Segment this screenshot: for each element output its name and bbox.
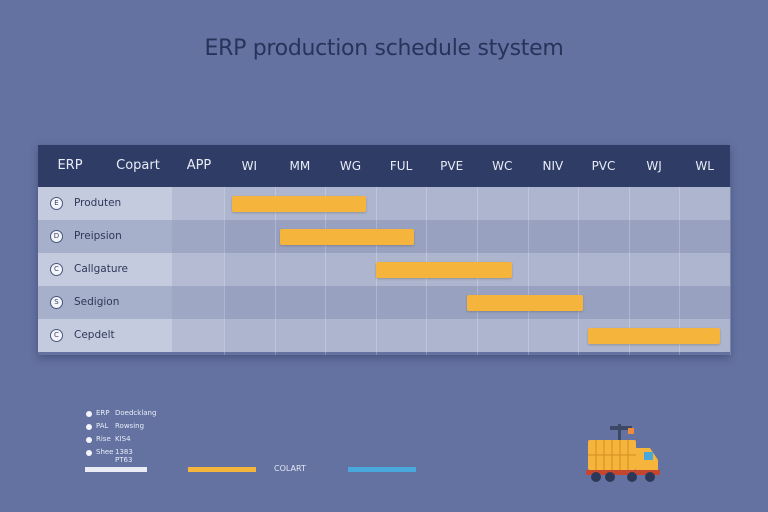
progress-strip-blue xyxy=(348,467,416,472)
row-label: Cepdelt xyxy=(74,329,115,341)
schedule-row[interactable]: D Preipsion xyxy=(38,220,730,253)
schedule-row[interactable]: S Sedigion xyxy=(38,286,730,319)
row-radio-icon[interactable]: C xyxy=(50,263,63,276)
schedule-row[interactable]: E Produten xyxy=(38,187,730,220)
grid-divider xyxy=(679,187,681,355)
grid-divider xyxy=(325,187,327,355)
header-period[interactable]: WI xyxy=(241,159,257,173)
legend-dot-icon xyxy=(86,411,92,417)
header-app[interactable]: APP xyxy=(186,158,212,173)
grid-divider xyxy=(527,187,529,355)
schedule-row[interactable]: C Cepdelt xyxy=(38,319,730,352)
header-copart[interactable]: Copart xyxy=(116,158,160,173)
header-period[interactable]: PVC xyxy=(591,159,616,173)
header-period[interactable]: WG xyxy=(339,159,362,173)
row-radio-icon[interactable]: D xyxy=(50,230,63,243)
header-erp[interactable]: ERP xyxy=(57,158,83,173)
row-label: Callgature xyxy=(74,263,129,275)
strip-label: COLART xyxy=(274,464,306,473)
row-radio-icon[interactable]: C xyxy=(50,329,63,342)
row-radio-icon[interactable]: E xyxy=(50,197,63,210)
row-radio-icon[interactable]: S xyxy=(50,296,63,309)
grid-divider xyxy=(274,187,276,355)
legend-dot-icon xyxy=(86,424,92,430)
row-label: Sedigion xyxy=(74,296,120,308)
header-period[interactable]: NIV xyxy=(542,159,564,173)
header-period[interactable]: PVE xyxy=(440,159,464,173)
truck-icon xyxy=(586,424,660,482)
header-period[interactable]: WL xyxy=(695,159,714,173)
row-label: Produten xyxy=(74,197,122,209)
progress-strip-white xyxy=(85,467,147,472)
header-period[interactable]: MM xyxy=(289,159,311,173)
header-period[interactable]: WC xyxy=(492,159,513,173)
progress-strip-yellow xyxy=(188,467,256,472)
grid-divider xyxy=(628,187,630,355)
schedule-bar[interactable] xyxy=(466,295,584,311)
schedule-bar[interactable] xyxy=(279,229,414,245)
schedule-bar[interactable] xyxy=(588,328,720,344)
schedule-grid: ERP Copart APP WI MM WG FUL PVE WC NIV PVC WJ WL … xyxy=(38,145,731,355)
schedule-bar[interactable] xyxy=(231,196,366,212)
legend-dot-icon xyxy=(86,450,92,456)
header-period[interactable]: WJ xyxy=(646,159,662,173)
legend-dot-icon xyxy=(86,437,92,443)
schedule-header: ERP Copart APP WI MM WG FUL PVE WC NIV PVC WJ WL xyxy=(38,145,730,187)
schedule-bar[interactable] xyxy=(375,262,513,278)
header-period[interactable]: FUL xyxy=(389,159,413,173)
row-label: Preipsion xyxy=(74,230,122,242)
grid-divider xyxy=(224,187,225,355)
page-title: ERP production schedule stystem xyxy=(204,36,564,61)
grid-divider xyxy=(730,187,731,355)
grid-divider xyxy=(578,187,580,355)
